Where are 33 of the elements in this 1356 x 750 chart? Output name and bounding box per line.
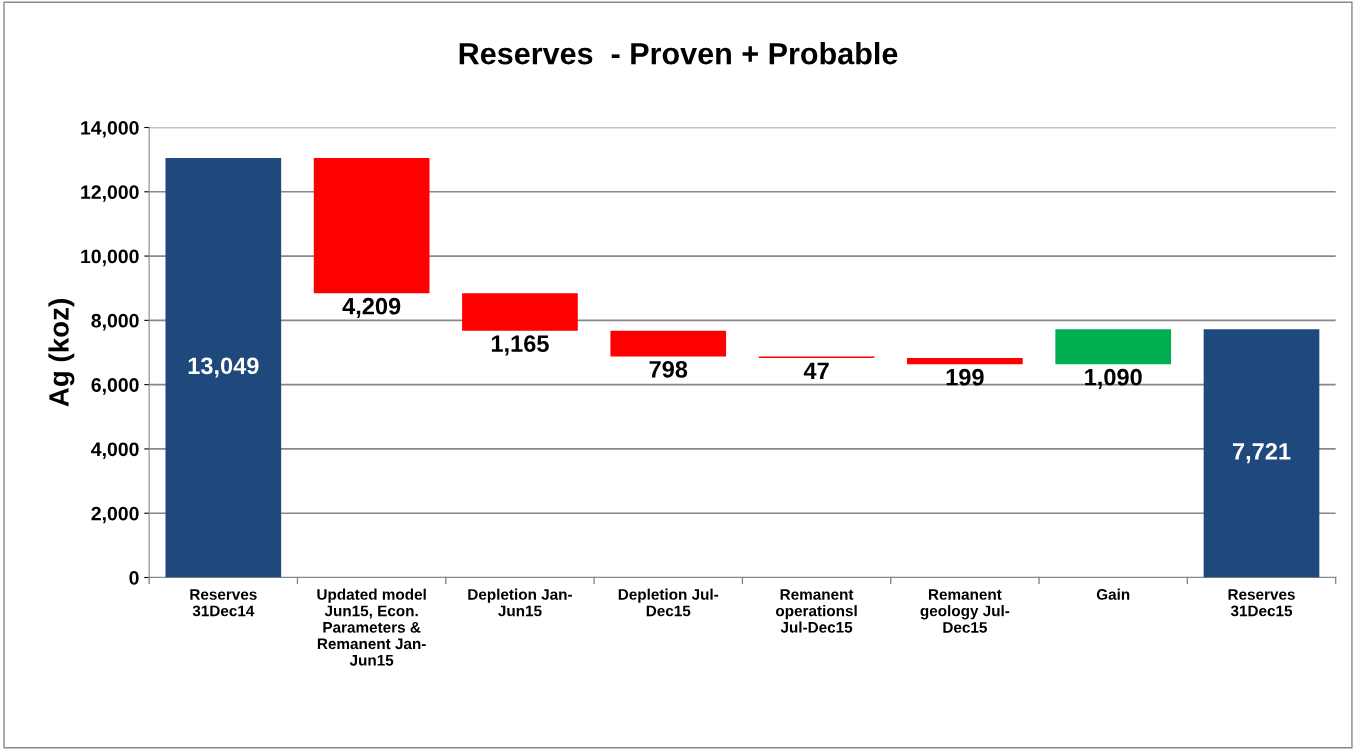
- bar: [313, 158, 430, 294]
- y-tick-label: 4,000: [91, 442, 139, 459]
- data-label: 1,090: [1085, 368, 1142, 389]
- data-label: 1,165: [491, 335, 549, 356]
- bar: [1203, 329, 1320, 578]
- y-tick-label: 2,000: [91, 506, 139, 524]
- x-tick-label: Depletion Jul-Dec15: [618, 588, 719, 617]
- x-tick-label: Depletion Jan-Jun15: [468, 588, 572, 617]
- x-tick-label: Gain: [1096, 588, 1130, 600]
- y-axis-title: Ag (koz): [48, 299, 75, 407]
- data-label: 13,049: [188, 357, 259, 378]
- x-tick-label: Updated model Jun15, Econ. Parameters & Remanent Jan-Jun15: [317, 588, 426, 666]
- bar: [610, 330, 727, 357]
- data-label: 47: [803, 362, 829, 379]
- y-tick-label: 0: [129, 570, 139, 585]
- bar: [165, 158, 282, 578]
- chart-title: Reserves - Proven + Probable: [459, 42, 898, 65]
- y-tick-label: 10,000: [81, 249, 139, 267]
- bar: [907, 357, 1023, 365]
- bar: [462, 293, 578, 331]
- data-label: 4,209: [342, 297, 401, 318]
- data-label: 199: [946, 368, 984, 386]
- data-label: 7,721: [1232, 443, 1291, 464]
- x-tick-label: Remanent geology Jul-Dec15: [920, 589, 1010, 633]
- y-tick-label: 8,000: [91, 313, 139, 331]
- data-label: 798: [649, 360, 688, 378]
- x-tick-label: Remanent operationsl Jul-Dec15: [776, 589, 857, 633]
- y-tick-label: 12,000: [81, 185, 139, 202]
- bar: [1055, 329, 1172, 365]
- x-tick-label: Reserves 31Dec15: [1228, 589, 1295, 617]
- y-tick-label: 14,000: [81, 120, 139, 138]
- y-tick-label: 6,000: [91, 378, 139, 395]
- x-tick-label: Reserves 31Dec14: [190, 589, 257, 617]
